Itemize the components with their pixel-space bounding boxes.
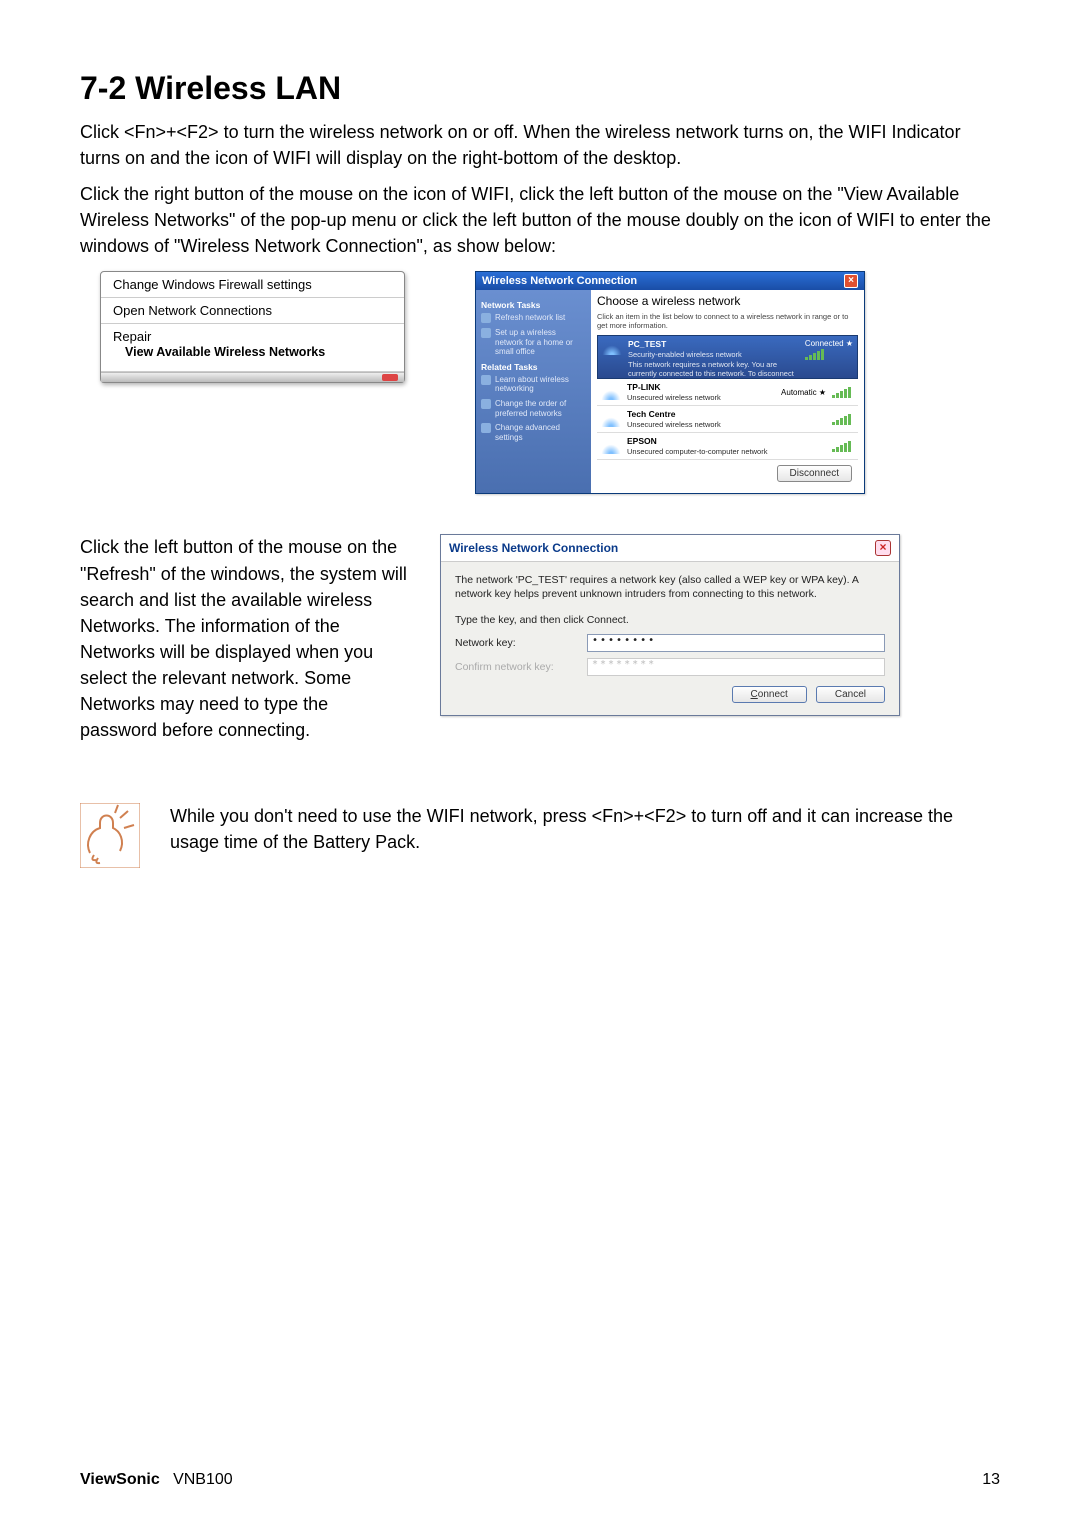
network-desc: Unsecured computer-to-computer network	[627, 447, 826, 456]
signal-bars-icon	[805, 348, 827, 360]
network-name: EPSON	[627, 436, 826, 446]
dialog-message: The network 'PC_TEST' requires a network…	[455, 574, 885, 601]
row-2: Click the left button of the mouse on th…	[80, 534, 1000, 743]
paragraph-2: Click the right button of the mouse on t…	[80, 181, 1000, 259]
sidebar: Network Tasks Refresh network list Set u…	[476, 290, 591, 493]
popup-menu-screenshot: Change Windows Firewall settings Open Ne…	[80, 271, 405, 383]
popup-item-repair[interactable]: Repair View Available Wireless Networks	[101, 324, 404, 372]
main-panel: Choose a wireless network Click an item …	[591, 290, 864, 493]
network-item-pctest[interactable]: PC_TEST Security-enabled wireless networ…	[597, 335, 858, 379]
dialog-instruction: Type the key, and then click Connect.	[455, 614, 885, 626]
dialog-title-bar: Wireless Network Connection ×	[441, 535, 899, 562]
sidebar-link-setup[interactable]: Set up a wireless network for a home or …	[481, 328, 586, 357]
confirm-key-label: Confirm network key:	[455, 661, 575, 673]
page-heading: 7-2 Wireless LAN	[80, 70, 1000, 107]
signal-bars-icon	[832, 386, 854, 398]
footer-model: VNB100	[173, 1471, 233, 1488]
network-name: PC_TEST	[628, 339, 799, 349]
network-status: Connected ★	[805, 339, 853, 348]
sidebar-link-refresh[interactable]: Refresh network list	[481, 313, 586, 323]
sidebar-heading-related-tasks: Related Tasks	[481, 362, 586, 372]
disconnect-button[interactable]: Disconnect	[777, 465, 852, 482]
key-dialog: Wireless Network Connection × The networ…	[440, 534, 900, 715]
close-icon[interactable]: ×	[844, 274, 858, 288]
cancel-button[interactable]: Cancel	[816, 686, 885, 703]
page-footer: ViewSonic VNB100 13	[80, 1471, 1000, 1489]
network-key-label: Network key:	[455, 637, 575, 649]
network-item-epson[interactable]: EPSON Unsecured computer-to-computer net…	[597, 433, 858, 460]
wireless-connection-window: Wireless Network Connection × Network Ta…	[475, 271, 865, 494]
wifi-icon	[601, 384, 621, 400]
network-name: TP-LINK	[627, 382, 775, 392]
network-key-input[interactable]: ••••••••	[587, 634, 885, 652]
network-item-techcentre[interactable]: Tech Centre Unsecured wireless network	[597, 406, 858, 433]
lightbulb-icon	[80, 803, 140, 868]
page-number: 13	[982, 1471, 1000, 1489]
screenshots-row-1: Change Windows Firewall settings Open Ne…	[80, 271, 1000, 494]
popup-bottom-bar	[101, 372, 404, 382]
wifi-icon	[601, 411, 621, 427]
main-subtext: Click an item in the list below to conne…	[597, 312, 858, 330]
popup-item-firewall[interactable]: Change Windows Firewall settings	[101, 272, 404, 298]
network-desc: Unsecured wireless network	[627, 393, 775, 402]
footer-brand: ViewSonic	[80, 1471, 160, 1488]
network-desc: Security-enabled wireless network	[628, 350, 799, 359]
popup-item-open-connections[interactable]: Open Network Connections	[101, 298, 404, 324]
sidebar-link-advanced[interactable]: Change advanced settings	[481, 423, 586, 442]
sidebar-link-learn[interactable]: Learn about wireless networking	[481, 375, 586, 394]
popup-item-view-networks[interactable]: View Available Wireless Networks	[113, 344, 392, 366]
sidebar-heading-network-tasks: Network Tasks	[481, 300, 586, 310]
signal-bars-icon	[832, 413, 854, 425]
confirm-key-input[interactable]: ********	[587, 658, 885, 676]
network-status: Automatic ★	[781, 388, 826, 397]
paragraph-1: Click <Fn>+<F2> to turn the wireless net…	[80, 119, 1000, 171]
dialog-title-text: Wireless Network Connection	[449, 541, 618, 555]
tip-text: While you don't need to use the WIFI net…	[170, 803, 1000, 855]
window-title-bar: Wireless Network Connection ×	[476, 272, 864, 290]
signal-bars-icon	[832, 440, 854, 452]
main-heading: Choose a wireless network	[597, 294, 858, 308]
network-desc: Unsecured wireless network	[627, 420, 826, 429]
connect-button[interactable]: Connect	[732, 686, 807, 703]
tip-row: While you don't need to use the WIFI net…	[80, 803, 1000, 868]
network-item-tplink[interactable]: TP-LINK Unsecured wireless network Autom…	[597, 379, 858, 406]
paragraph-3: Click the left button of the mouse on th…	[80, 534, 410, 743]
network-name: Tech Centre	[627, 409, 826, 419]
wifi-icon	[602, 339, 622, 355]
sidebar-link-order[interactable]: Change the order of preferred networks	[481, 399, 586, 418]
window-title-text: Wireless Network Connection	[482, 275, 637, 287]
close-icon[interactable]: ×	[875, 540, 891, 556]
popup-item-repair-label: Repair	[113, 329, 151, 344]
wifi-icon	[601, 438, 621, 454]
